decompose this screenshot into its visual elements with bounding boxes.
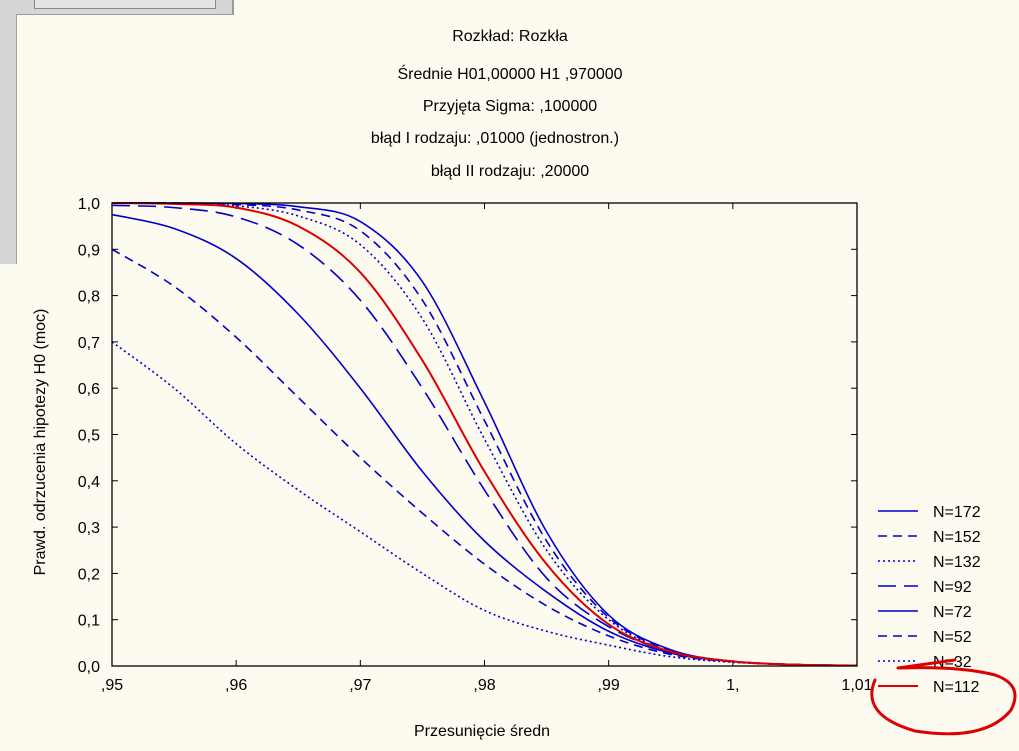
y-tick-label: 0,5 [78,428,100,445]
x-tick-label: ,97 [349,677,371,694]
series-line-n-72 [111,213,858,667]
x-axis-label: Przesunięcie średn [414,723,550,740]
y-axis-label: Prawd. odrzucenia hipotezy H0 (moc) [32,309,49,576]
series-line-n-52 [111,248,858,667]
legend-label: N=152 [933,529,981,546]
axis-ticks: ,95 ,96 ,97 ,98 ,99 1, 1,01 0,0 0,1 0,2 0,3 0,4 0,5 0… [78,196,873,694]
x-tick-label: 1,01 [841,677,872,694]
x-tick-label: ,98 [473,677,495,694]
y-tick-label: 0,1 [78,613,100,630]
y-tick-label: 0,9 [78,242,100,259]
x-tick-label: ,96 [225,677,247,694]
legend-label: N=112 [933,679,980,696]
y-tick-label: 0,4 [78,474,100,491]
x-tick-label: ,99 [598,677,620,694]
title-line-distribution: Rozkład: Rozkła [452,28,568,45]
series-lines [111,202,858,667]
window-frame-fragment [0,0,234,15]
chart-title-block: Rozkład: Rozkła Średnie H01,00000 H1 ,97… [371,28,623,180]
title-line-sigma: Przyjęta Sigma: ,100000 [423,98,597,115]
annotation-circle [870,666,1017,736]
series-line-n-132 [111,202,858,667]
legend-label: N=72 [933,604,972,621]
x-tick-label: 1, [726,677,739,694]
title-line-means: Średnie H01,00000 H1 ,970000 [397,64,622,83]
x-tick-label: ,95 [101,677,123,694]
y-tick-label: 0,6 [78,381,100,398]
legend-label: N=172 [933,504,981,521]
legend-label: N=92 [933,579,972,596]
title-line-type1-error: błąd I rodzaju: ,01000 (jednostron.) [371,130,619,147]
window-field-fragment [34,0,216,9]
y-tick-label: 0,3 [78,520,100,537]
y-tick-label: 0,7 [78,335,100,352]
legend-label: N=132 [933,554,981,571]
series-line-n-112 [111,202,858,667]
y-tick-label: 0,2 [78,566,100,583]
plot-frame [111,202,858,667]
series-line-n-92 [111,204,858,667]
series-line-n-32 [111,341,858,667]
legend-label: N=52 [933,629,972,646]
y-tick-label: 0,8 [78,289,100,306]
window-edge-strip [0,14,17,264]
y-tick-label: 0,0 [78,659,100,676]
series-line-n-172 [111,202,858,667]
title-line-type2-error: błąd II rodzaju: ,20000 [431,163,589,180]
series-line-n-152 [111,202,858,667]
y-tick-label: 1,0 [78,196,100,213]
